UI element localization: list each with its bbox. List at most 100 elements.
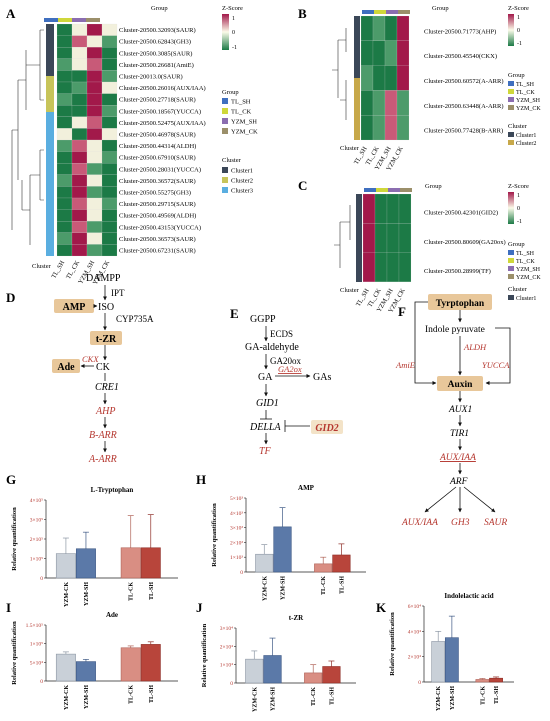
node-ggpp: GGPP: [250, 314, 276, 325]
bar-yzm-ck: [431, 641, 446, 683]
y-tick-label: 0: [418, 680, 421, 686]
panel-d: D DAMPP IPT AMP ISO CYP735A t-ZR Ade CKX…: [6, 273, 154, 465]
heatmap-cell: [56, 221, 73, 233]
legend-label-cluster2: Cluster2: [231, 178, 253, 185]
heatmap-cell: [56, 93, 73, 106]
x-tick-label: YZM-CK: [64, 582, 70, 607]
heatmap-cell: [101, 93, 118, 106]
panel-a-cluster-legend: Cluster Cluster1 Cluster2 Cluster3: [222, 157, 253, 195]
panel-a-zscore-title: Z-Score: [222, 5, 243, 12]
y-axis-label: Relative quantification: [11, 621, 18, 685]
heatmap-cell: [101, 244, 118, 257]
y-tick-label: 1×10⁵: [30, 642, 43, 648]
x-tick-label: TL-CK: [311, 687, 317, 706]
panel-c-dendrogram: [334, 205, 351, 268]
chart-k: Indolelactic acid 0 2×10⁴ 4×10⁴ 6×10⁴ Relativ…: [389, 592, 514, 711]
heatmap-cell: [56, 105, 73, 117]
heatmap-cell: [86, 23, 103, 36]
node-ga-aldehyde: GA-aldehyde: [245, 342, 299, 353]
heatmap-cell: [71, 105, 88, 117]
node-tyrptophan: Tyrptophan: [436, 299, 485, 309]
panel-c-zscore-tick-0: 0: [517, 206, 520, 212]
panel-c-zscore-bar: [508, 192, 514, 224]
heatmap-cell: [71, 70, 88, 83]
panel-a-heatmap: [56, 23, 118, 257]
node-ga: GA: [258, 372, 273, 383]
heatmap-cell: [86, 81, 103, 94]
heatmap-cell: [398, 252, 412, 282]
legend-swatch-cluster2: [222, 177, 228, 183]
gene-label: Cluster-20500.43153(YUCCA): [119, 224, 201, 231]
legend-swatch-cluster3: [222, 187, 228, 193]
heatmap-cell: [101, 116, 118, 129]
x-tick-label: YZM-CK: [262, 576, 268, 601]
panel-b-cluster-strip-2: [354, 78, 360, 140]
y-tick-label: 0: [40, 679, 43, 685]
panel-c-zscore-title: Z-Score: [508, 183, 529, 190]
panel-a-group-bar-yzm-ck: [86, 18, 100, 22]
bar-charts: L-Tryptophan 0 1×10⁵ 2×10⁵ 3×10⁵ 4×10⁵ Relativ…: [11, 484, 514, 712]
node-out-saur: SAUR: [484, 518, 507, 528]
x-tick-label: YZM-SH: [450, 686, 456, 710]
heatmap-cell: [101, 47, 118, 59]
chart-j: t-ZR 0 1×10⁴ 2×10⁴ 3×10⁴ Relative quantificat…: [201, 614, 356, 712]
node-tyrptophan-box: [428, 294, 492, 310]
c-legend-label-2: TL_CK: [516, 259, 535, 265]
heatmap-cell: [396, 115, 410, 141]
panel-f: F Tyrptophan Indole pyruvate AmiE ALDH Y…: [395, 294, 511, 528]
heatmap-cell: [398, 193, 412, 224]
x-tick-label: YZM-CK: [436, 686, 442, 711]
heatmap-cell: [374, 193, 388, 224]
panel-c-letter: C: [298, 178, 307, 193]
panel-c-cluster-strip-1: [356, 194, 362, 282]
node-indole-pyruvate: Indole pyruvate: [425, 325, 485, 335]
heatmap-cell: [396, 90, 410, 116]
gene-label: Cluster-20500.71773(AHP): [424, 28, 496, 35]
heatmap-cell: [71, 139, 88, 152]
gene-label: Cluster-20500.60572(A-ARR): [424, 78, 504, 85]
x-tick-label: TL-SH: [329, 687, 335, 705]
panel-b-zscore-bar: [508, 14, 514, 46]
gene-label: Cluster-20500.63448(A-ARR): [424, 103, 504, 110]
b-cluster-swatch-1: [508, 132, 514, 137]
panel-a-zscore-bar: [222, 14, 229, 50]
y-tick-label: 0: [240, 570, 243, 576]
legend-swatch-cluster1: [222, 167, 228, 173]
heatmap-cell: [71, 128, 88, 141]
gene-label: Cluster-20500.28031(YUCCA): [119, 166, 201, 173]
gene-label: Cluster-20500.55275(GH3): [119, 190, 191, 197]
heatmap-cell: [56, 47, 73, 59]
panel-a-zscore-tick-neg1: -1: [232, 45, 237, 51]
x-tick-label: TL-SH: [494, 686, 500, 704]
heatmap-cell: [71, 151, 88, 164]
panel-c-group-bar-4: [400, 188, 412, 192]
bar-yzm-ck: [55, 653, 76, 682]
heatmap-cell: [86, 151, 103, 164]
heatmap-cell: [386, 223, 400, 253]
panel-a-letter: A: [6, 6, 16, 21]
node-ade: Ade: [57, 362, 75, 373]
heatmap-cell: [71, 58, 88, 71]
y-tick-label: 2×10⁴: [220, 644, 233, 650]
panel-a: A Group Cluster-20500.32093(SAUR)Cluster…: [6, 5, 258, 286]
heatmap-cell: [101, 81, 118, 94]
panel-i-letter: I: [6, 600, 11, 615]
heatmap-cell: [86, 197, 103, 210]
panel-c-group-bar-1: [364, 188, 376, 192]
gene-label: Cluster-20500.77428(B-ARR): [424, 128, 503, 135]
heatmap-cell: [71, 116, 88, 129]
c-legend-swatch-1: [508, 250, 514, 255]
b-legend-label-4: YZM_CK: [516, 106, 541, 112]
panel-c-heatmap: [362, 193, 412, 282]
heatmap-cell: [386, 193, 400, 224]
x-tick-label: TL-SH: [149, 582, 155, 600]
bar-tl-ck: [314, 563, 333, 573]
y-axis-label: Relative quantification: [201, 623, 208, 687]
heatmap-cell: [71, 209, 88, 222]
b-cluster-label-1: Cluster1: [516, 133, 536, 139]
y-tick-label: 1×10⁴: [220, 663, 233, 669]
heatmap-cell: [101, 221, 118, 233]
node-della: DELLA: [249, 422, 281, 433]
bar-tl-ck: [120, 547, 141, 579]
heatmap-cell: [396, 65, 410, 91]
